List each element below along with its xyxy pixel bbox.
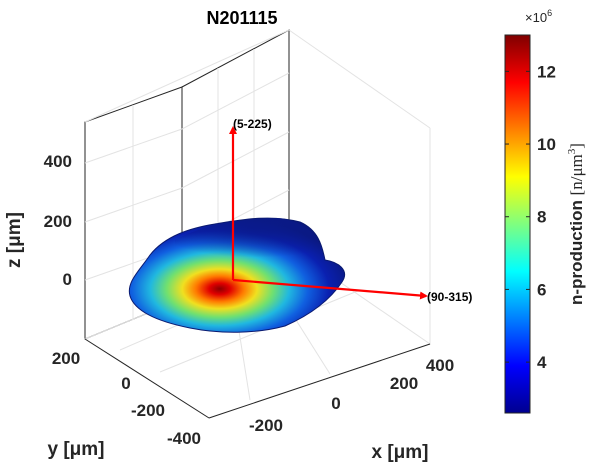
y-tick-label: -400 — [167, 429, 201, 448]
x-tick-label: 200 — [390, 374, 418, 393]
colorbar-tick-label: 10 — [537, 135, 556, 154]
z-tick-label: 200 — [44, 212, 72, 231]
y-tick-label: -200 — [131, 401, 165, 420]
x-axis-label: x [μm] — [371, 442, 428, 463]
blob-top-shade — [175, 218, 322, 262]
arrow-up-label: (5-225) — [233, 117, 272, 131]
z-tick-label: 400 — [44, 152, 72, 171]
arrows: (5-225) (90-315) — [229, 117, 472, 304]
z-axis-label: z [μm] — [4, 212, 25, 268]
colorbar-tick-label: 6 — [537, 280, 546, 299]
colorbar-gradient — [504, 34, 531, 414]
colorbar-tick-label: 4 — [537, 353, 547, 372]
z-axis: 400 200 0 z [μm] — [4, 152, 72, 289]
x-tick-label: 0 — [331, 394, 340, 413]
y-axis: 200 0 -200 -400 y [μm] — [47, 349, 201, 460]
y-tick-label: 200 — [52, 349, 80, 368]
front-box-edges — [84, 29, 431, 419]
colorbar-tick-label: 12 — [537, 62, 556, 81]
y-axis-label: y [μm] — [47, 439, 104, 460]
colorbar: 12 10 8 6 4 ×106 n-production [n/μm3] — [504, 8, 586, 414]
colorbar-label: n-production [n/μm3] — [566, 143, 586, 305]
z-tick-label: 0 — [63, 270, 72, 289]
arrow-right-label: (90-315) — [427, 290, 472, 304]
y-tick-label: 0 — [121, 374, 130, 393]
arrow-right — [232, 278, 428, 300]
colorbar-ticks: 12 10 8 6 4 — [505, 62, 556, 372]
x-tick-label: 400 — [426, 356, 454, 375]
surface-blob — [128, 217, 346, 333]
colorbar-multiplier: ×106 — [525, 8, 552, 25]
x-axis: -200 0 200 400 x [μm] — [249, 356, 454, 463]
x-tick-label: -200 — [249, 416, 283, 435]
colorbar-tick-label: 8 — [537, 208, 546, 227]
chart-title: N201115 — [206, 8, 277, 28]
